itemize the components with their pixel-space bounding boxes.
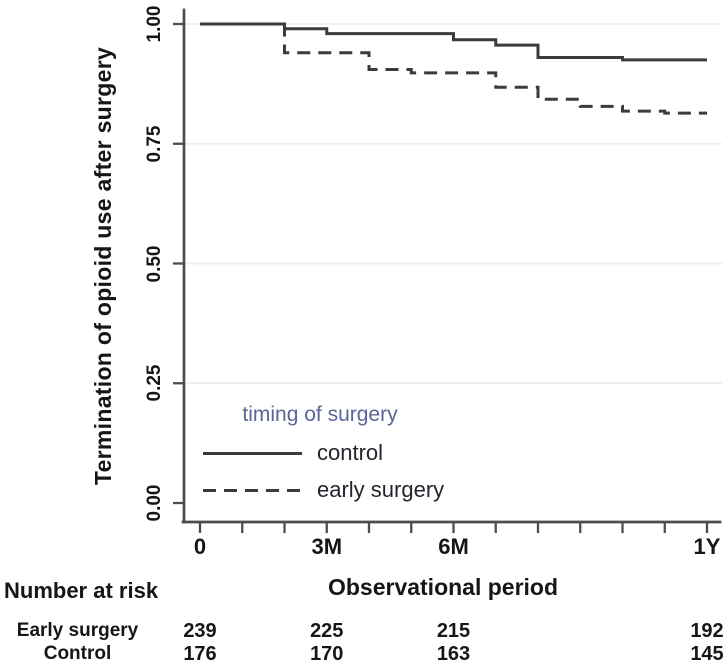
- y-tick-label: 0.50: [144, 245, 165, 282]
- series-early-surgery: [200, 22, 707, 115]
- y-axis-label: Termination of opioid use after surgery: [90, 46, 116, 486]
- risk-value: 163: [436, 643, 471, 665]
- risk-row-label: Control: [43, 643, 112, 664]
- risk-row-label: Early surgery: [16, 620, 139, 641]
- y-tick-label: 0.00: [144, 484, 165, 522]
- risk-table-title: Number at risk: [4, 578, 159, 603]
- risk-value: 192: [690, 620, 724, 642]
- risk-value: 145: [690, 643, 724, 665]
- x-tick-label: 3M: [311, 534, 343, 559]
- risk-value: 176: [183, 643, 217, 665]
- risk-value: 215: [436, 620, 471, 642]
- series-control: [200, 22, 707, 62]
- y-tick-label: 0.75: [144, 125, 165, 163]
- x-axis-label: Observational period: [327, 574, 559, 600]
- y-tick-label: 1.00: [144, 5, 165, 43]
- risk-value: 225: [310, 620, 344, 642]
- x-tick-label: 0: [193, 534, 207, 559]
- legend-item-label: early surgery: [317, 477, 445, 502]
- x-tick-label: 1Y: [693, 534, 721, 559]
- y-tick-label: 0.25: [144, 364, 165, 402]
- risk-value: 239: [183, 620, 217, 642]
- x-tick-label: 6M: [438, 534, 469, 559]
- legend-item-early-surgery: early surgery: [203, 477, 444, 503]
- legend-item-control: control: [203, 440, 383, 466]
- solid-line-swatch: [203, 451, 302, 455]
- risk-value: 170: [310, 643, 344, 665]
- legend-item-label: control: [317, 440, 384, 465]
- legend-title: timing of surgery: [242, 403, 398, 426]
- dashed-line-swatch: [203, 488, 302, 492]
